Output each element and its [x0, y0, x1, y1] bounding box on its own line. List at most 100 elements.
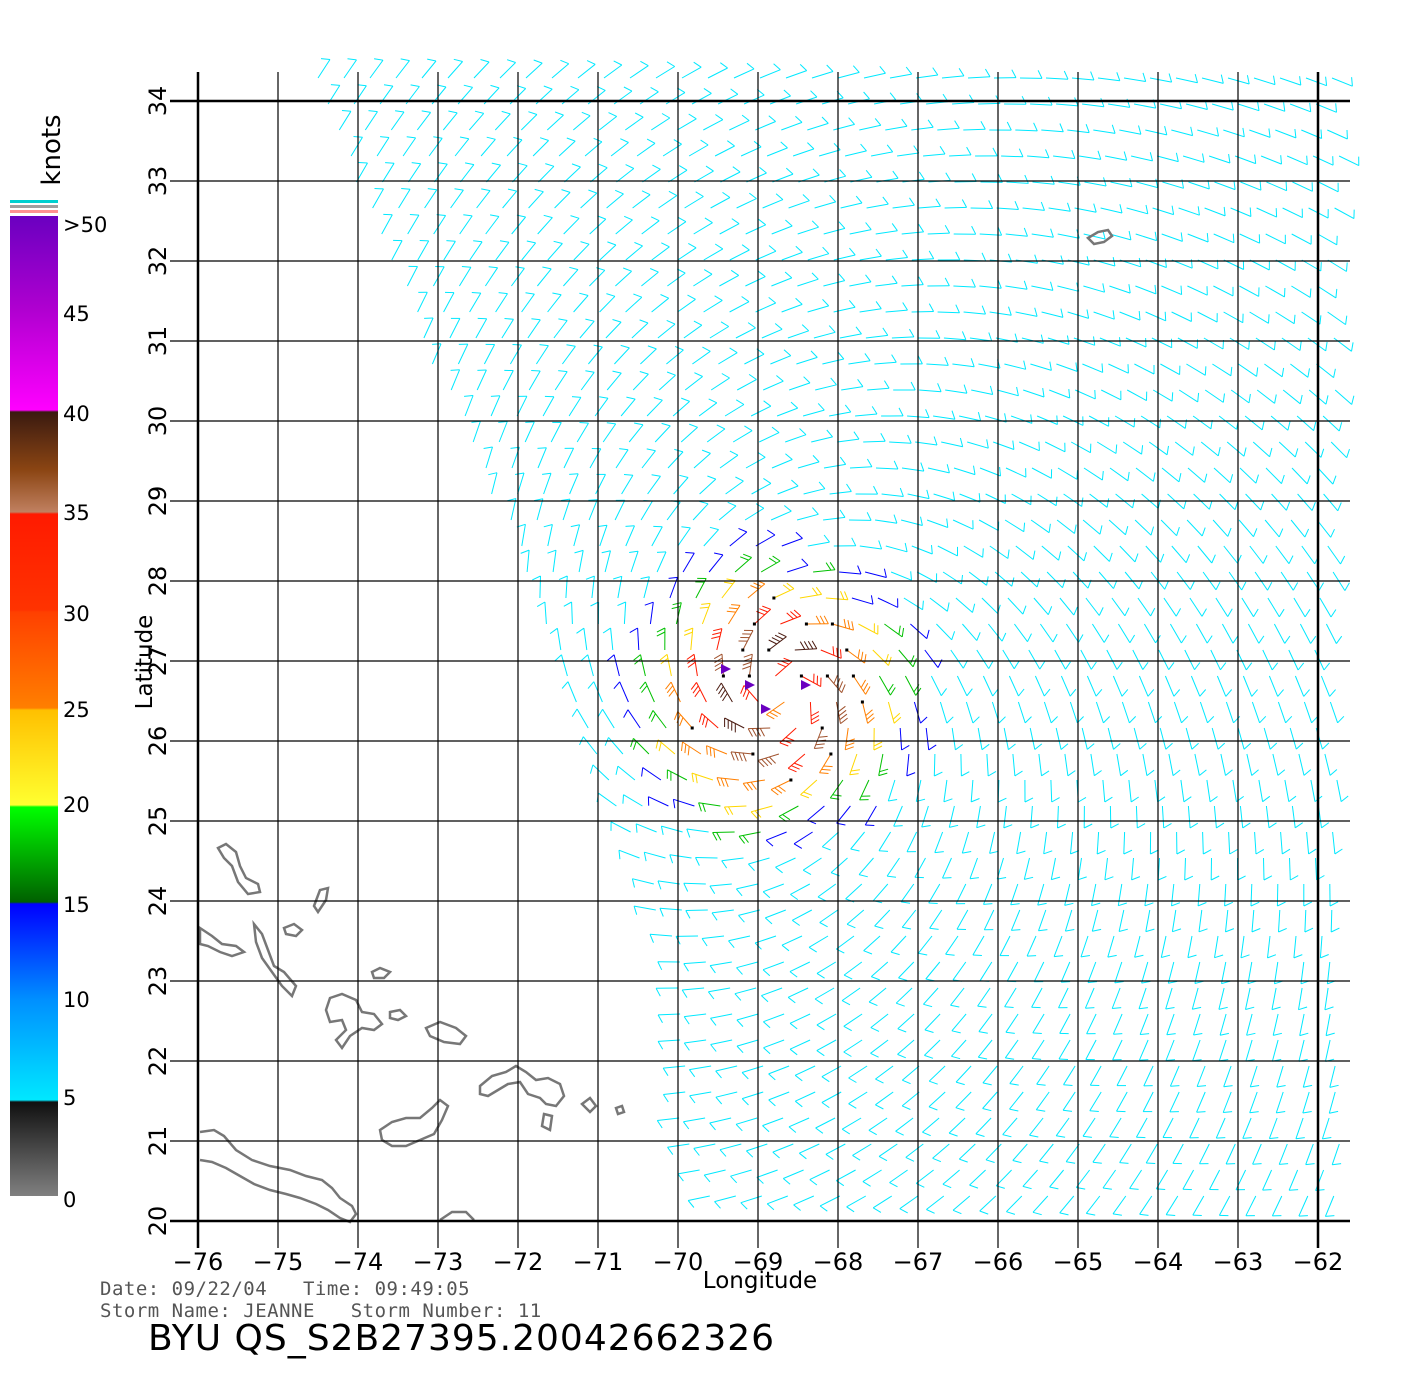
wind-barb: [338, 110, 352, 131]
wind-barb: [893, 805, 903, 827]
wind-barb: [915, 436, 938, 446]
wind-barb: [1242, 675, 1258, 697]
wind-barb: [779, 727, 797, 747]
wind-barb: [1204, 206, 1226, 217]
wind-barb: [631, 319, 649, 339]
wind-barb: [683, 961, 706, 972]
wind-barb: [631, 878, 654, 888]
wind-barb: [760, 555, 781, 573]
legend-tick-label: 35: [63, 501, 90, 525]
wind-barb: [1237, 101, 1260, 112]
legend-tick-label: >50: [63, 213, 107, 237]
wind-barb: [1109, 230, 1132, 241]
wind-barb: [588, 344, 603, 365]
wind-barb: [1119, 1143, 1132, 1164]
wind-barb: [1265, 285, 1286, 298]
wind-barb: [1249, 128, 1271, 138]
wind-barb: [900, 883, 915, 904]
wind-barb: [1277, 701, 1293, 724]
wind-barb: [317, 58, 331, 79]
wind-barb: [762, 193, 784, 209]
wind-barb: [1324, 1039, 1335, 1062]
wind-barb: [635, 823, 657, 833]
wind-barb: [725, 476, 744, 495]
wind-barb: [852, 675, 871, 695]
wind-barb: [655, 61, 675, 79]
wind-barb: [649, 933, 673, 943]
wind-barb: [953, 278, 976, 288]
wind-barb: [1333, 337, 1354, 352]
wind-barb: [711, 909, 734, 921]
wind-barb: [1006, 174, 1029, 184]
wind-barb: [1119, 311, 1141, 321]
wind-barb: [1119, 545, 1139, 563]
wind-barb: [1031, 1039, 1045, 1060]
wind-barb: [999, 935, 1011, 957]
wind-barb: [963, 545, 984, 558]
wind-barb: [970, 200, 994, 209]
wind-barb: [874, 92, 897, 105]
wind-barb: [1171, 311, 1192, 322]
wind-barb: [641, 216, 660, 235]
wind-barb: [997, 779, 1007, 803]
wind-barb: [632, 371, 649, 391]
wind-barb: [1293, 597, 1311, 618]
wind-barb: [1138, 987, 1148, 1010]
wind-barb: [1178, 389, 1200, 403]
wind-barb: [1010, 909, 1021, 931]
wind-barb: [1302, 1091, 1312, 1114]
wind-barb: [598, 112, 618, 131]
wind-barb: [1230, 207, 1252, 217]
wind-barb: [1241, 597, 1259, 617]
wind-barb: [952, 519, 974, 530]
wind-barb: [1129, 1169, 1143, 1190]
wind-barb: [1249, 259, 1270, 271]
island-hispaniola-north: [378, 1098, 450, 1148]
island-cuba-east: [199, 1128, 358, 1224]
wind-barb: [1072, 571, 1092, 589]
wind-barb: [1315, 103, 1337, 113]
wind-barb: [698, 398, 718, 417]
wind-barb: [657, 1013, 681, 1024]
wind-barb: [1276, 1065, 1286, 1088]
wind-barb: [1065, 623, 1084, 643]
wind-barb: [1334, 389, 1355, 405]
wind-barb: [1112, 1195, 1127, 1216]
wind-barb: [1197, 127, 1219, 137]
wind-barb: [955, 1091, 972, 1111]
wind-barb: [1109, 1117, 1122, 1138]
wind-barb: [978, 359, 1001, 369]
island-caicos-small: [580, 1096, 598, 1114]
wind-barb: [1135, 805, 1146, 829]
wind-barb: [1229, 337, 1250, 350]
wind-barb: [662, 139, 682, 157]
wind-barb: [802, 403, 825, 417]
wind-barb: [1041, 545, 1062, 561]
wind-barb: [1005, 280, 1028, 290]
wind-barb: [862, 1169, 882, 1187]
wind-barb: [849, 458, 873, 469]
wind-barb: [469, 292, 482, 313]
wind-barb: [1137, 597, 1156, 617]
wind-barb: [898, 961, 915, 981]
wind-barb: [597, 709, 615, 729]
x-tick-label: −69: [733, 1248, 784, 1276]
wind-barb: [707, 62, 728, 79]
wind-barb: [1008, 675, 1025, 697]
wind-barb: [726, 604, 741, 625]
wind-barb: [1316, 519, 1335, 538]
wind-barb: [1142, 1091, 1154, 1113]
wind-barb: [919, 383, 942, 393]
wind-barb: [1192, 1039, 1202, 1062]
wind-barb: [808, 935, 829, 953]
wind-barb: [648, 710, 667, 729]
wind-barb: [577, 60, 596, 79]
wind-barb: [1268, 1117, 1279, 1140]
y-tick-label: 30: [144, 406, 172, 437]
wind-barb: [1138, 675, 1155, 697]
wind-barb: [1122, 441, 1144, 455]
wind-barb: [1263, 857, 1273, 881]
wind-barb: [1107, 935, 1117, 958]
wind-barb: [1186, 519, 1206, 537]
wind-barb: [1200, 441, 1221, 457]
